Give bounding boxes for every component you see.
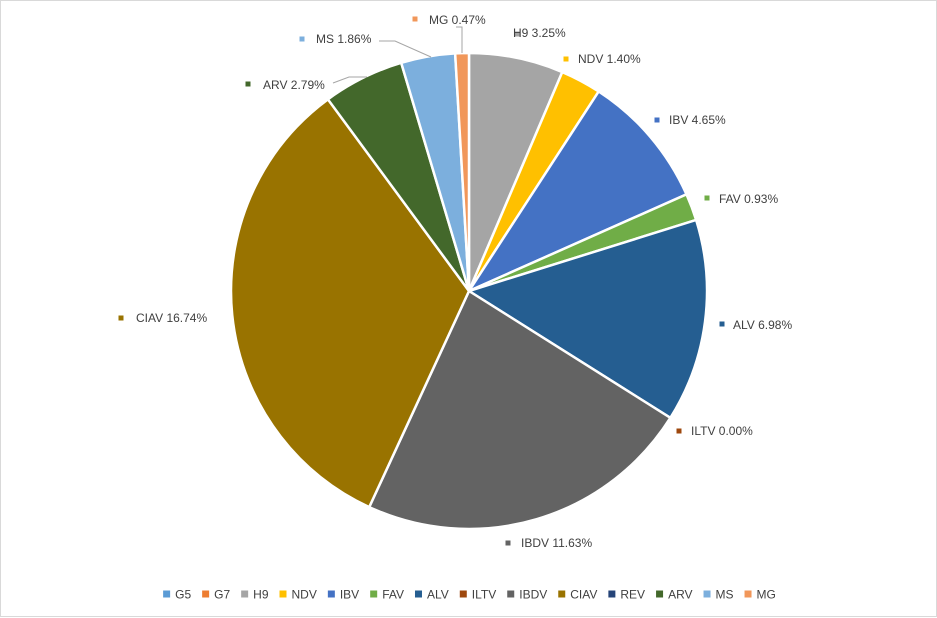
legend-label-arv: ARV: [668, 588, 692, 602]
legend-label-ciav: CIAV: [570, 588, 597, 602]
data-label-marker-alv: [719, 321, 725, 327]
pie-slices: [229, 51, 709, 531]
slice-ibv: [465, 89, 689, 294]
data-label-marker-h9: [514, 31, 520, 37]
slice-ibdv: [367, 289, 673, 531]
data-label-ibdv: IBDV 11.63%: [521, 536, 592, 550]
legend-label-g5: G5: [175, 588, 191, 602]
legend-swatch-ndv: [279, 590, 287, 598]
data-labels: H9 3.25% NDV 1.40% IBV 4.65% FAV 0.93% ALV 6…: [118, 13, 792, 550]
leader-lines: [332, 26, 463, 84]
legend-swatch-alv: [414, 590, 422, 598]
legend-label-ibv: IBV: [340, 588, 359, 602]
legend-swatch-arv: [656, 590, 664, 598]
legend-label-alv: ALV: [427, 588, 449, 602]
leader-line-arv: [332, 76, 367, 84]
data-label-arv: ARV 2.79%: [263, 78, 325, 92]
slice-alv: [466, 218, 709, 420]
slice-ciav: [229, 97, 471, 509]
data-label-marker-ndv: [563, 56, 569, 62]
legend-label-h9: H9: [253, 588, 269, 602]
data-label-iltv: ILTV 0.00%: [691, 424, 753, 438]
legend-swatch-fav: [370, 590, 378, 598]
legend-label-fav: FAV: [382, 588, 404, 602]
data-label-marker-ms: [299, 36, 305, 42]
data-label-fav: FAV 0.93%: [719, 192, 778, 206]
legend-label-rev: REV: [620, 588, 645, 602]
legend: G5 G7 H9 NDV IBV FAV ALV ILTV IBDV CIAV REV ARV MS MG: [163, 588, 776, 602]
data-label-marker-arv: [245, 81, 251, 87]
legend-swatch-ibdv: [507, 590, 515, 598]
legend-label-ndv: NDV: [292, 588, 317, 602]
legend-swatch-g7: [202, 590, 210, 598]
data-label-marker-mg: [412, 16, 418, 22]
leader-line-mg: [456, 26, 463, 53]
legend-swatch-h9: [241, 590, 249, 598]
slice-mg: [453, 51, 471, 292]
legend-swatch-iltv: [459, 590, 467, 598]
legend-label-ms: MS: [716, 588, 734, 602]
legend-label-ibdv: IBDV: [519, 588, 547, 602]
data-label-marker-iltv: [676, 428, 682, 434]
data-label-marker-ibv: [654, 117, 660, 123]
legend-swatch-ms: [703, 590, 711, 598]
data-label-h9: H9 3.25%: [513, 26, 566, 40]
data-label-ms: MS 1.86%: [316, 32, 372, 46]
data-label-marker-ibdv: [505, 540, 511, 546]
legend-swatch-ciav: [558, 590, 566, 598]
legend-label-iltv: ILTV: [472, 588, 496, 602]
legend-label-mg: MG: [757, 588, 776, 602]
legend-swatch-g5: [163, 590, 171, 598]
leader-line-ms: [379, 40, 432, 58]
data-label-marker-ciav: [118, 315, 124, 321]
legend-swatch-mg: [744, 590, 752, 598]
data-label-ndv: NDV 1.40%: [578, 52, 641, 66]
data-label-ibv: IBV 4.65%: [669, 113, 726, 127]
legend-swatch-ibv: [327, 590, 335, 598]
data-label-ciav: CIAV 16.74%: [136, 311, 207, 325]
data-label-mg: MG 0.47%: [429, 13, 486, 27]
data-label-marker-fav: [704, 195, 710, 201]
legend-label-g7: G7: [214, 588, 230, 602]
legend-swatch-rev: [608, 590, 616, 598]
data-label-alv: ALV 6.98%: [733, 318, 792, 332]
